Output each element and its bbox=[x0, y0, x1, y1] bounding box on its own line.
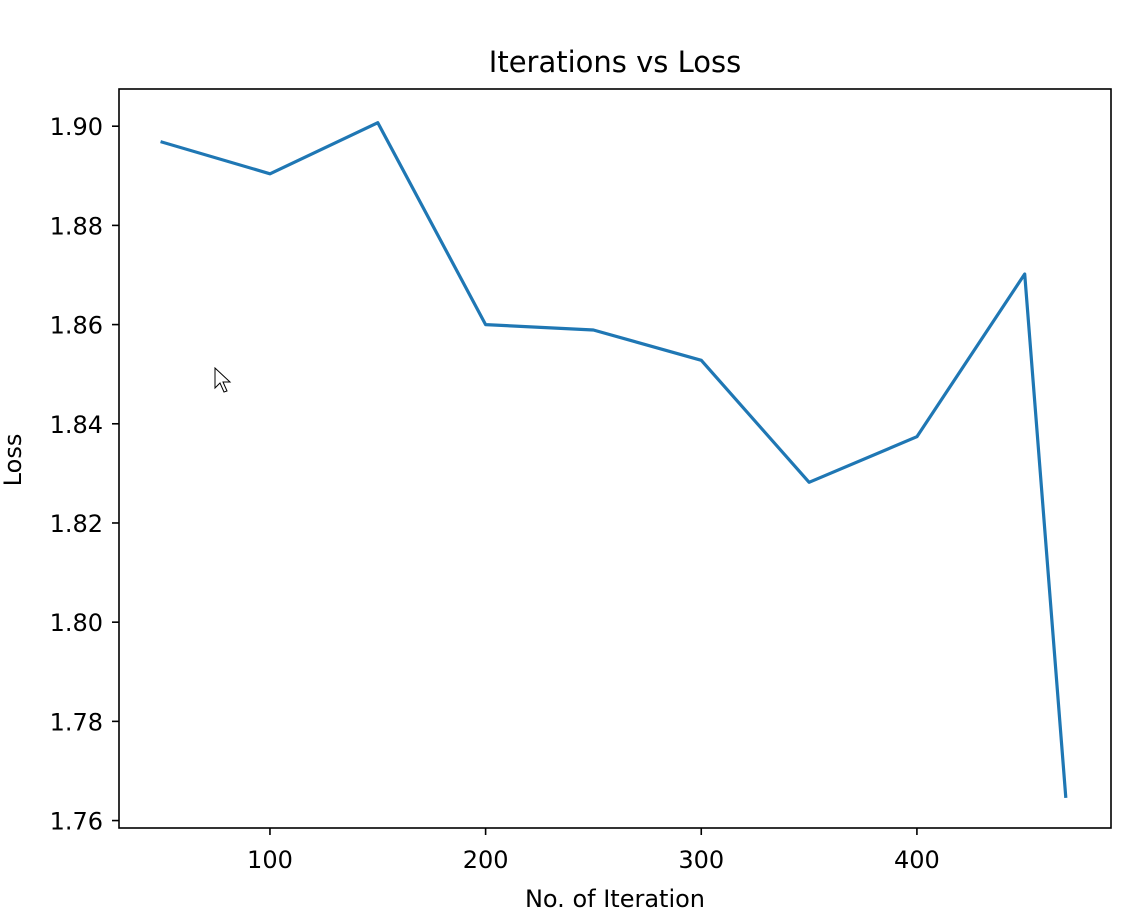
y-axis: 1.76 1.78 1.80 1.82 1.84 1.86 1.88 1.90 bbox=[50, 113, 119, 836]
y-tick-label: 1.88 bbox=[50, 212, 103, 240]
x-tick-label: 100 bbox=[247, 846, 293, 874]
x-axis: 100 200 300 400 bbox=[247, 828, 940, 874]
x-axis-label: No. of Iteration bbox=[525, 885, 705, 913]
x-tick-label: 400 bbox=[894, 846, 940, 874]
x-tick-label: 200 bbox=[463, 846, 509, 874]
y-axis-label: Loss bbox=[0, 434, 27, 487]
y-tick-label: 1.90 bbox=[50, 113, 103, 141]
y-tick-label: 1.80 bbox=[50, 609, 103, 637]
loss-series-line bbox=[160, 121, 1068, 799]
plot-frame bbox=[118, 88, 1112, 829]
y-tick-label: 1.86 bbox=[50, 312, 103, 340]
y-tick-label: 1.82 bbox=[50, 510, 103, 538]
y-tick-label: 1.84 bbox=[50, 411, 103, 439]
x-tick-label: 300 bbox=[678, 846, 724, 874]
plot-layer bbox=[160, 121, 1068, 799]
y-tick-label: 1.78 bbox=[50, 708, 103, 736]
chart-title: Iterations vs Loss bbox=[489, 45, 741, 79]
y-tick-label: 1.76 bbox=[50, 808, 103, 836]
